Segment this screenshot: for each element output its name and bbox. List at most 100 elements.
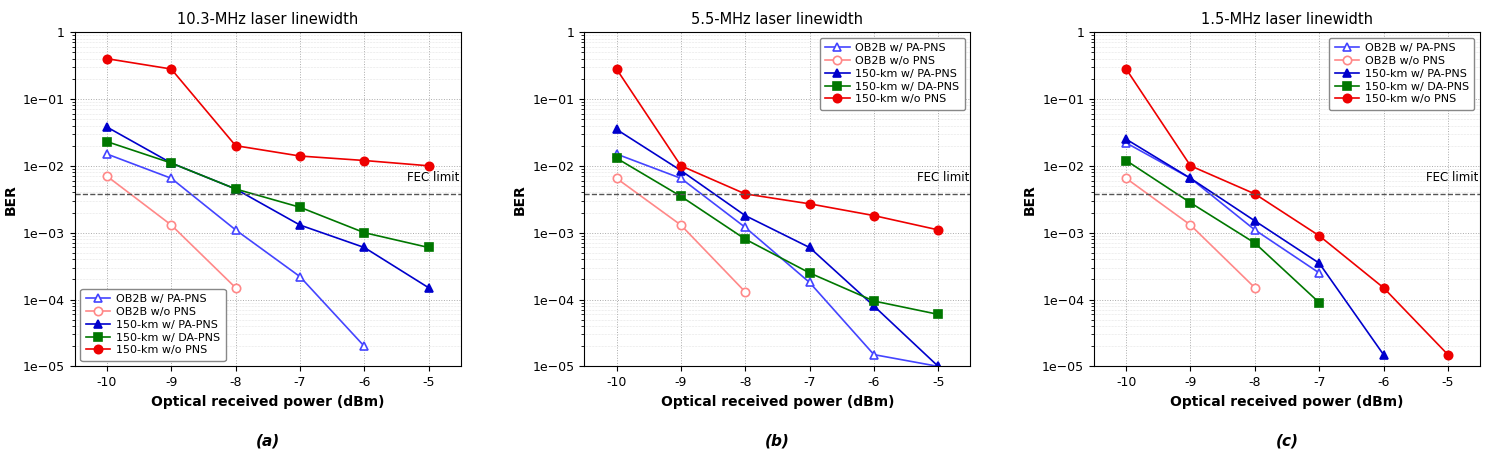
- 150-km w/ PA-PNS: [866, 303, 884, 309]
- X-axis label: Optical received power (dBm): Optical received power (dBm): [1171, 395, 1404, 409]
- 150-km w/o PNS: [801, 201, 819, 207]
- OB2B w/ PA-PNS: [801, 280, 819, 285]
- 150-km w/o PNS: [736, 191, 753, 196]
- 150-km w/ PA-PNS: [99, 124, 117, 130]
- Title: 5.5-MHz laser linewidth: 5.5-MHz laser linewidth: [691, 12, 864, 27]
- Y-axis label: BER: BER: [1023, 184, 1036, 215]
- 150-km w/ PA-PNS: [292, 222, 309, 228]
- Line: 150-km w/ PA-PNS: 150-km w/ PA-PNS: [103, 123, 434, 292]
- 150-km w/ PA-PNS: [163, 160, 181, 166]
- 150-km w/ PA-PNS: [1181, 175, 1199, 181]
- Line: 150-km w/ DA-PNS: 150-km w/ DA-PNS: [1121, 156, 1323, 307]
- OB2B w/ PA-PNS: [99, 151, 117, 157]
- 150-km w/ PA-PNS: [1374, 352, 1392, 357]
- 150-km w/o PNS: [1181, 163, 1199, 169]
- OB2B w/ PA-PNS: [227, 227, 245, 233]
- Line: 150-km w/o PNS: 150-km w/o PNS: [1121, 65, 1452, 359]
- 150-km w/ DA-PNS: [163, 160, 181, 166]
- OB2B w/ PA-PNS: [1117, 140, 1135, 146]
- 150-km w/ PA-PNS: [420, 285, 438, 290]
- Title: 1.5-MHz laser linewidth: 1.5-MHz laser linewidth: [1200, 12, 1372, 27]
- 150-km w/ PA-PNS: [607, 127, 625, 132]
- 150-km w/o PNS: [292, 153, 309, 159]
- 150-km w/o PNS: [607, 66, 625, 72]
- Legend: OB2B w/ PA-PNS, OB2B w/o PNS, 150-km w/ PA-PNS, 150-km w/ DA-PNS, 150-km w/o PNS: OB2B w/ PA-PNS, OB2B w/o PNS, 150-km w/ …: [81, 289, 226, 361]
- OB2B w/ PA-PNS: [1310, 270, 1328, 276]
- Y-axis label: BER: BER: [513, 184, 526, 215]
- 150-km w/o PNS: [227, 143, 245, 148]
- 150-km w/o PNS: [930, 227, 948, 233]
- OB2B w/o PNS: [227, 285, 245, 290]
- 150-km w/ PA-PNS: [1310, 261, 1328, 266]
- Line: OB2B w/o PNS: OB2B w/o PNS: [613, 174, 749, 296]
- 150-km w/ PA-PNS: [801, 245, 819, 250]
- OB2B w/o PNS: [163, 222, 181, 228]
- 150-km w/o PNS: [1438, 352, 1456, 357]
- 150-km w/o PNS: [866, 213, 884, 218]
- OB2B w/ PA-PNS: [292, 274, 309, 279]
- Text: FEC limit: FEC limit: [407, 171, 459, 184]
- Legend: OB2B w/ PA-PNS, OB2B w/o PNS, 150-km w/ PA-PNS, 150-km w/ DA-PNS, 150-km w/o PNS: OB2B w/ PA-PNS, OB2B w/o PNS, 150-km w/ …: [1329, 38, 1474, 110]
- OB2B w/ PA-PNS: [1245, 227, 1263, 233]
- 150-km w/o PNS: [1117, 66, 1135, 72]
- 150-km w/ DA-PNS: [1181, 200, 1199, 206]
- Text: (c): (c): [1275, 433, 1299, 448]
- Y-axis label: BER: BER: [3, 184, 18, 215]
- 150-km w/ PA-PNS: [1245, 218, 1263, 224]
- OB2B w/ PA-PNS: [930, 364, 948, 369]
- Text: FEC limit: FEC limit: [916, 171, 969, 184]
- OB2B w/o PNS: [99, 174, 117, 179]
- X-axis label: Optical received power (dBm): Optical received power (dBm): [151, 395, 384, 409]
- 150-km w/ DA-PNS: [1245, 240, 1263, 246]
- Line: OB2B w/ PA-PNS: OB2B w/ PA-PNS: [103, 150, 368, 350]
- OB2B w/o PNS: [671, 222, 689, 228]
- 150-km w/ DA-PNS: [1117, 158, 1135, 163]
- 150-km w/ DA-PNS: [1310, 300, 1328, 305]
- Text: (a): (a): [256, 433, 280, 448]
- OB2B w/o PNS: [1181, 222, 1199, 228]
- 150-km w/ PA-PNS: [736, 213, 753, 218]
- 150-km w/o PNS: [99, 56, 117, 61]
- 150-km w/ DA-PNS: [420, 245, 438, 250]
- OB2B w/o PNS: [736, 289, 753, 294]
- 150-km w/ DA-PNS: [736, 236, 753, 242]
- 150-km w/o PNS: [671, 163, 689, 169]
- 150-km w/ DA-PNS: [671, 194, 689, 199]
- 150-km w/o PNS: [1245, 191, 1263, 196]
- Line: 150-km w/o PNS: 150-km w/o PNS: [613, 65, 942, 234]
- OB2B w/o PNS: [1117, 175, 1135, 181]
- 150-km w/ DA-PNS: [356, 230, 374, 235]
- OB2B w/o PNS: [607, 175, 625, 181]
- Text: FEC limit: FEC limit: [1426, 171, 1479, 184]
- Line: OB2B w/o PNS: OB2B w/o PNS: [103, 172, 239, 292]
- 150-km w/o PNS: [420, 163, 438, 169]
- 150-km w/ PA-PNS: [227, 186, 245, 192]
- Line: 150-km w/ DA-PNS: 150-km w/ DA-PNS: [613, 154, 942, 318]
- 150-km w/o PNS: [163, 66, 181, 72]
- 150-km w/o PNS: [1310, 233, 1328, 239]
- Line: 150-km w/ DA-PNS: 150-km w/ DA-PNS: [103, 137, 434, 251]
- 150-km w/ DA-PNS: [607, 155, 625, 161]
- 150-km w/ DA-PNS: [99, 139, 117, 144]
- 150-km w/ DA-PNS: [801, 270, 819, 276]
- Text: (b): (b): [765, 433, 789, 448]
- 150-km w/ DA-PNS: [866, 298, 884, 304]
- 150-km w/ PA-PNS: [356, 245, 374, 250]
- 150-km w/ PA-PNS: [671, 168, 689, 173]
- Line: OB2B w/ PA-PNS: OB2B w/ PA-PNS: [613, 150, 942, 371]
- 150-km w/ DA-PNS: [292, 204, 309, 210]
- 150-km w/ DA-PNS: [930, 311, 948, 317]
- 150-km w/ DA-PNS: [227, 186, 245, 192]
- OB2B w/ PA-PNS: [607, 151, 625, 157]
- Line: OB2B w/ PA-PNS: OB2B w/ PA-PNS: [1121, 139, 1323, 277]
- OB2B w/ PA-PNS: [671, 175, 689, 181]
- 150-km w/o PNS: [356, 158, 374, 163]
- X-axis label: Optical received power (dBm): Optical received power (dBm): [661, 395, 894, 409]
- Line: 150-km w/ PA-PNS: 150-km w/ PA-PNS: [1121, 135, 1387, 359]
- Line: 150-km w/o PNS: 150-km w/o PNS: [103, 55, 434, 170]
- OB2B w/ PA-PNS: [163, 175, 181, 181]
- 150-km w/ PA-PNS: [1117, 136, 1135, 142]
- OB2B w/ PA-PNS: [866, 352, 884, 357]
- OB2B w/o PNS: [1245, 285, 1263, 290]
- 150-km w/ PA-PNS: [930, 364, 948, 369]
